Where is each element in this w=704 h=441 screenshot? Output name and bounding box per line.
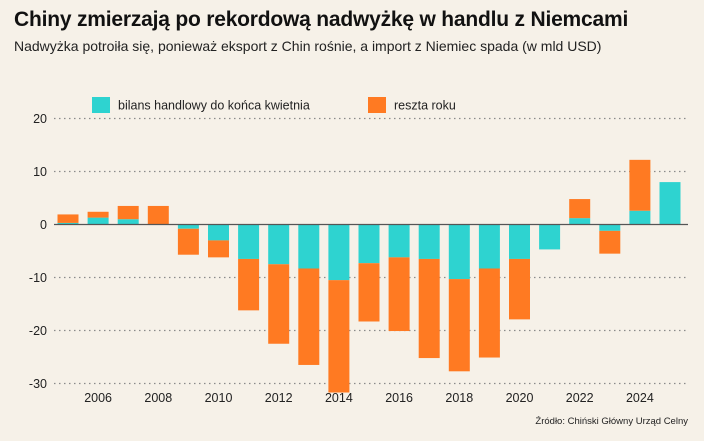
y-tick-label: 10 (33, 165, 47, 179)
y-tick-label: -30 (29, 377, 47, 391)
chart-subtitle: Nadwyżka potroiła się, ponieważ eksport … (14, 38, 602, 54)
y-tick-label: 20 (33, 112, 47, 126)
bar-2005-segment-1 (57, 222, 79, 225)
x-tick-label: 2006 (84, 391, 112, 405)
bar-2016-segment-2 (388, 257, 410, 332)
legend-label-1: bilans handlowy do końca kwietnia (118, 99, 310, 113)
x-tick-label: 2016 (385, 391, 413, 405)
source-note: Źródło: Chiński Główny Urząd Celny (535, 416, 688, 427)
bar-2025-segment-1 (659, 182, 681, 225)
bar-2007-segment-2 (117, 205, 139, 220)
x-tick-label: 2018 (445, 391, 473, 405)
x-tick-label: 2014 (325, 391, 353, 405)
y-tick-label: -10 (29, 271, 47, 285)
chart-title: Chiny zmierzają po rekordową nadwyżkę w … (14, 8, 629, 31)
bar-2014-segment-2 (328, 280, 350, 393)
bar-2013-segment-2 (298, 268, 320, 365)
bar-2019-segment-2 (478, 268, 500, 358)
bar-2018-segment-1 (448, 224, 470, 280)
x-tick-label: 2022 (566, 391, 594, 405)
bar-2024-segment-2 (629, 159, 651, 211)
bar-2014-segment-1 (328, 224, 350, 281)
x-tick-label: 2008 (144, 391, 172, 405)
x-tick-label: 2020 (506, 391, 534, 405)
bar-2020-segment-1 (509, 224, 530, 259)
bar-2016-segment-1 (388, 224, 410, 258)
x-tick-label: 2024 (626, 391, 654, 405)
bar-2006-segment-2 (87, 211, 109, 218)
x-tick-label: 2010 (205, 391, 233, 405)
y-tick-label: -20 (29, 324, 47, 338)
y-tick-label: 0 (40, 218, 47, 232)
bar-2022-segment-2 (569, 199, 591, 219)
bar-2015-segment-2 (358, 263, 380, 322)
legend-swatch-2 (368, 97, 386, 113)
bar-2019-segment-1 (478, 224, 500, 269)
bar-2010-segment-1 (208, 224, 229, 241)
bar-2011-segment-1 (238, 224, 260, 259)
bar-2018-segment-2 (448, 279, 470, 372)
bar-2013-segment-1 (298, 224, 320, 269)
bar-2009-segment-2 (177, 228, 199, 255)
x-tick-label: 2012 (265, 391, 293, 405)
bar-2021-segment-1 (539, 224, 561, 250)
bar-2012-segment-2 (268, 264, 290, 344)
legend-swatch-1 (92, 97, 110, 113)
bar-2022-segment-1 (569, 218, 591, 225)
bar-2011-segment-2 (238, 258, 260, 311)
bar-2015-segment-1 (358, 224, 380, 264)
bar-2024-segment-1 (629, 210, 651, 225)
bar-2005-segment-2 (57, 214, 79, 223)
bar-2023-segment-2 (599, 230, 621, 254)
legend-label-2: reszta roku (394, 99, 456, 113)
bar-2012-segment-1 (268, 224, 290, 265)
bar-2023-segment-1 (599, 224, 621, 231)
bar-2009-segment-1 (177, 224, 199, 229)
bar-2006-segment-1 (87, 217, 109, 225)
bar-2010-segment-2 (208, 240, 229, 258)
bar-2017-segment-1 (418, 224, 440, 259)
bar-2007-segment-1 (117, 219, 139, 225)
bar-2017-segment-2 (418, 258, 440, 359)
bar-2008-segment-2 (147, 205, 169, 225)
bar-2020-segment-2 (509, 258, 530, 320)
